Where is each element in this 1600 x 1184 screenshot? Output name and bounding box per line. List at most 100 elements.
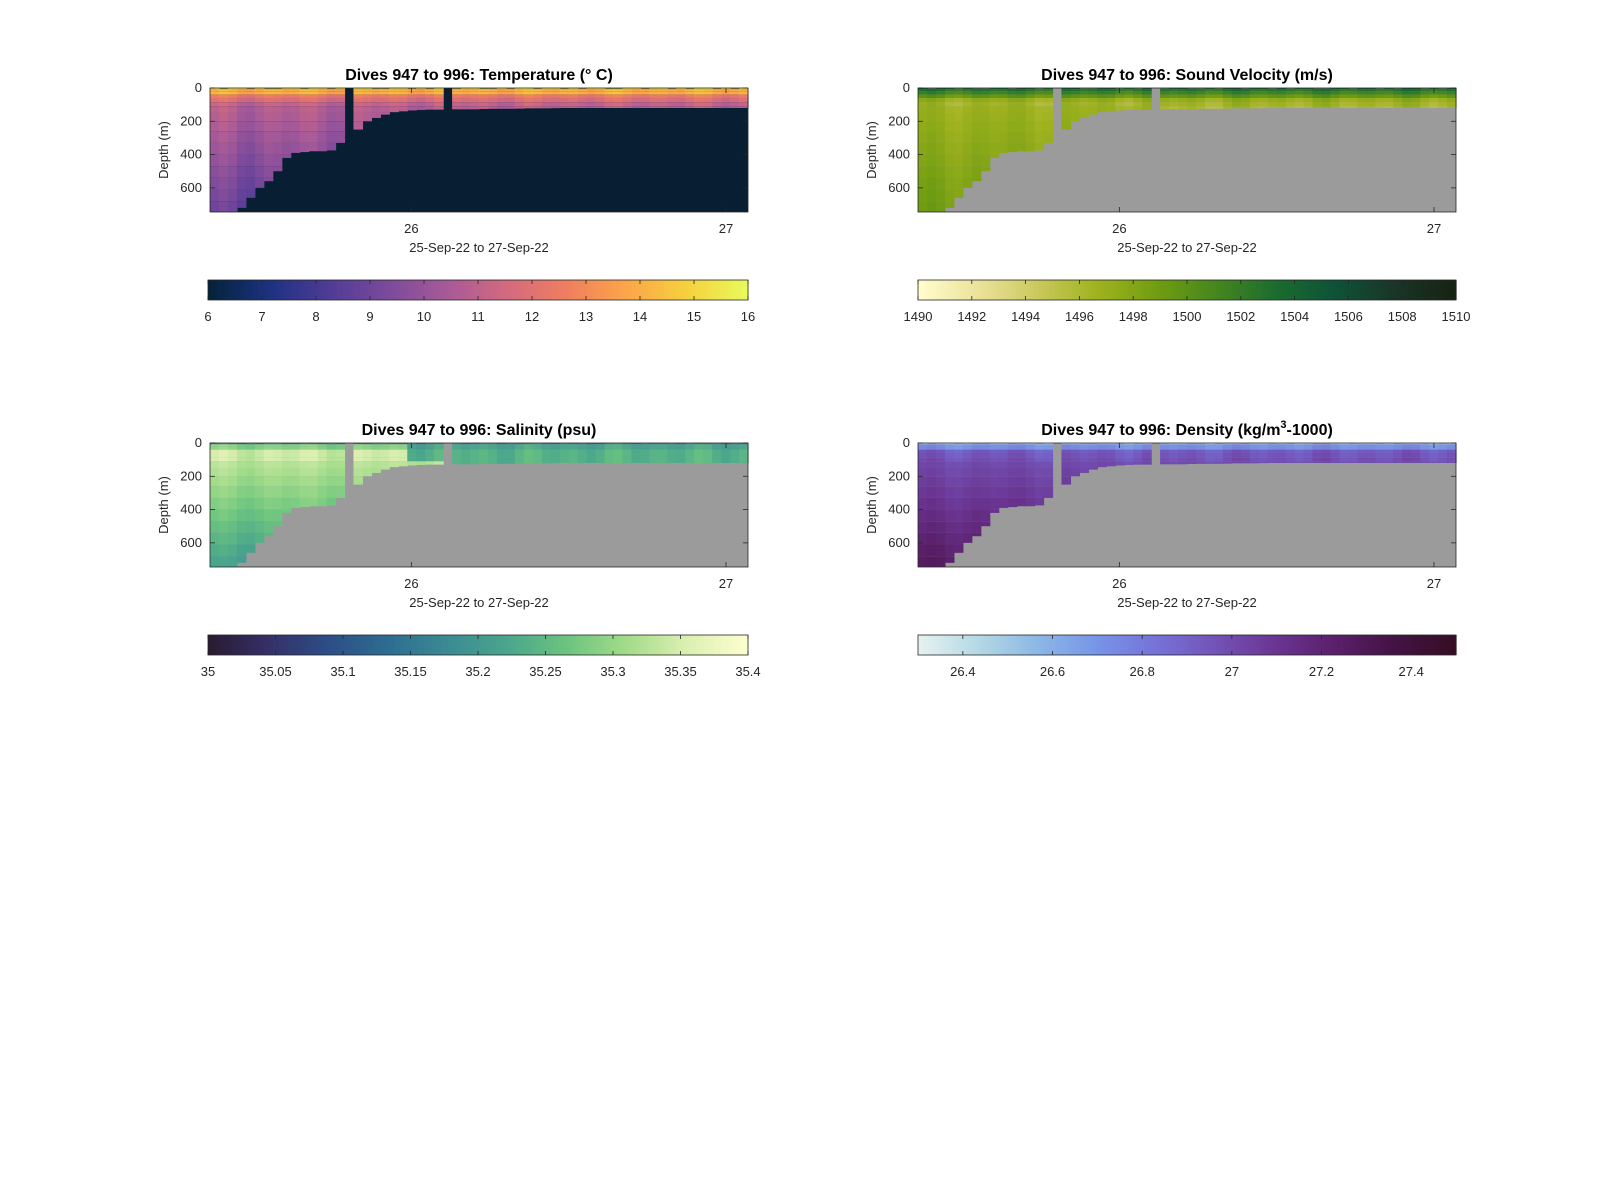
heatmap-cell [461,444,471,447]
colorbar-swatch [1316,635,1320,655]
heatmap-cell [1088,102,1098,107]
heatmap-cell [326,142,337,151]
colorbar-swatch [1265,635,1269,655]
heatmap-cell [272,89,283,92]
heatmap-cell [1169,97,1179,103]
heatmap-cell [1097,444,1107,447]
heatmap-cell [425,444,435,447]
heatmap-cell [658,446,668,450]
colorbar-swatch [532,280,536,300]
heatmap-cell [1240,91,1251,95]
heatmap-cell [1447,97,1457,103]
heatmap-cell [452,91,462,95]
heatmap-cell [308,131,319,143]
heatmap-cell [362,102,372,107]
colorbar-swatch [1168,635,1172,655]
heatmap-cell [389,446,399,450]
colorbar-swatch [364,280,368,300]
colorbar-swatch [415,280,420,300]
y-tick-label: 400 [180,147,202,162]
colorbar-swatch [1410,635,1414,655]
heatmap-cell [1169,91,1179,95]
colorbar-swatch [596,280,601,300]
heatmap-cell [1025,131,1036,143]
heatmap-cell [1294,102,1305,107]
colorbar-swatch [410,280,414,300]
colorbar-swatch [210,635,214,655]
heatmap-cell [595,446,606,450]
heatmap-cell [640,452,650,458]
heatmap-cell [479,88,489,90]
heatmap-cell [218,166,229,178]
heatmap-cell [210,467,220,477]
heatmap-cell [1249,446,1260,450]
colorbar-swatch [931,635,935,655]
heatmap-cell [1061,88,1072,90]
y-tick-label: 200 [180,113,202,128]
heatmap-cell [1222,452,1233,458]
heatmap-cell [703,91,713,95]
heatmap-cell [568,89,579,92]
colorbar-swatch [974,635,978,655]
heatmap-cell [532,89,543,92]
heatmap-cell [245,444,256,447]
colorbar-swatch [745,280,749,300]
heatmap-cell [1438,89,1448,92]
colorbar-swatch [1041,280,1046,300]
heatmap-cell [971,112,982,122]
heatmap-cell [254,444,265,447]
heatmap-cell [658,97,668,103]
y-tick-label: 0 [195,435,202,450]
heatmap-cell [1348,89,1358,92]
heatmap-cell [263,452,274,458]
heatmap-cell [505,461,516,464]
colorbar-swatch [1302,280,1306,300]
heatmap-cell [980,461,991,468]
colorbar-swatch [556,280,560,300]
colorbar-swatch [1130,635,1134,655]
colorbar-swatch [1281,635,1285,655]
heatmap-cell [1124,461,1134,465]
colorbar-swatch [1133,635,1137,655]
heatmap-cell [245,91,256,95]
heatmap-cell [1178,106,1188,110]
heatmap-cell [980,102,991,107]
heatmap-cell [389,444,399,447]
heatmap-cell [559,444,570,447]
heatmap-cell [227,166,238,178]
heatmap-cell [640,444,650,447]
heatmap-cell [935,166,946,178]
colorbar-swatch [351,635,355,655]
heatmap-cell [496,88,507,90]
colorbar-swatch [1418,280,1422,300]
heatmap-cell [532,461,543,464]
heatmap-cell [1366,444,1376,447]
heatmap-cell [980,142,991,155]
heatmap-cell [1231,444,1242,447]
colorbar-swatch [1243,635,1247,655]
heatmap-cell [461,88,471,90]
heatmap-cell [998,457,1009,462]
colorbar-swatch [496,280,501,300]
heatmap-cell [1034,452,1045,458]
heatmap-cell [523,102,534,107]
colorbar-swatch [944,635,949,655]
heatmap-cell [263,446,274,450]
heatmap-cell [622,97,633,103]
heatmap-cell [1079,452,1089,458]
colorbar-swatch [1431,280,1436,300]
colorbar-swatch [1092,635,1097,655]
heatmap-cell [326,121,337,132]
colorbar-swatch [218,280,223,300]
colorbar-swatch [1232,280,1237,300]
heatmap-cell [317,497,328,507]
colorbar-swatch [523,635,528,655]
heatmap-cell [317,142,328,152]
heatmap-cell [685,91,695,95]
colorbar-swatch [734,280,738,300]
heatmap-cell [1034,131,1045,143]
colorbar-swatch [1090,280,1094,300]
heatmap-cell [1258,461,1269,464]
heatmap-cell [290,457,301,462]
colorbar-swatch [607,635,611,655]
